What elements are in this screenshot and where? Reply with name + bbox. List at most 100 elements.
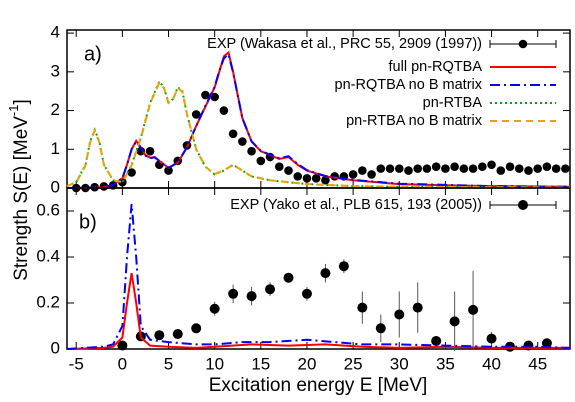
x-tick-label: 45 <box>528 354 547 373</box>
y-tick-label: 0 <box>51 177 60 196</box>
curve <box>66 272 570 350</box>
data-point <box>191 323 202 334</box>
data-point <box>172 329 183 340</box>
plot-frame <box>66 187 571 350</box>
data-point <box>247 146 256 156</box>
data-point <box>394 164 404 173</box>
data-point <box>449 316 460 327</box>
data-point <box>431 335 442 346</box>
data-point <box>459 164 469 173</box>
data-point <box>256 156 266 166</box>
panel-label: a) <box>84 43 102 65</box>
y-label-end: ] <box>11 99 32 104</box>
x-axis-label: Excitation energy E [MeV] <box>209 375 428 396</box>
legend-label: pn-RTBA <box>423 95 483 111</box>
data-point <box>367 170 376 179</box>
y-label-text: Strength S(E) [MeV <box>11 116 32 281</box>
y-tick-label: 0 <box>51 338 60 357</box>
data-point <box>358 166 367 175</box>
data-point <box>376 164 386 173</box>
data-point <box>321 175 330 185</box>
x-tick-label: 5 <box>164 354 173 373</box>
data-point <box>228 129 238 139</box>
y-tick-label: 2 <box>51 100 60 119</box>
data-point <box>348 170 358 179</box>
y-tick-label: 1 <box>51 139 60 158</box>
legend-label: EXP (Wakasa et al., PRC 55, 2909 (1997)) <box>207 36 482 52</box>
legend-sample <box>518 39 528 49</box>
data-point <box>412 302 423 313</box>
data-point <box>468 304 479 315</box>
data-point <box>338 261 349 272</box>
x-tick-label: 20 <box>298 354 317 373</box>
x-tick-label: 10 <box>205 354 224 373</box>
data-point <box>496 166 506 175</box>
y-tick-label: 0.2 <box>36 292 60 311</box>
legend-label: EXP (Yako et al., PLB 615, 193 (2005)) <box>230 197 482 213</box>
data-point <box>404 166 413 175</box>
data-point <box>541 338 552 349</box>
data-point <box>505 162 515 172</box>
y-tick-label: 0.4 <box>36 246 60 265</box>
data-point <box>450 162 459 172</box>
data-point <box>422 164 432 173</box>
data-point <box>302 174 312 183</box>
x-tick-label: 30 <box>390 354 409 373</box>
data-point <box>524 166 533 175</box>
x-tick-label: 35 <box>436 354 455 373</box>
panel-label: b) <box>79 211 97 233</box>
data-point <box>486 333 497 344</box>
data-point <box>210 92 219 102</box>
data-point <box>283 272 294 283</box>
data-point <box>441 164 450 173</box>
data-point <box>284 166 293 175</box>
curve <box>67 52 571 189</box>
y-tick-label: 4 <box>51 23 60 42</box>
data-point <box>320 268 331 279</box>
data-point <box>164 166 173 175</box>
curve <box>66 204 571 350</box>
data-point <box>357 302 368 313</box>
legend-sample <box>518 200 528 210</box>
data-point <box>301 288 312 299</box>
data-point <box>561 164 570 173</box>
y-tick-label: 0.6 <box>36 200 60 219</box>
data-point <box>191 110 201 119</box>
data-point <box>127 168 136 177</box>
legend-label: full pn-RQTBA <box>389 59 483 75</box>
data-point <box>478 162 487 172</box>
curve <box>66 80 571 189</box>
data-point <box>394 309 405 320</box>
data-point <box>311 174 321 183</box>
legend-label: pn-RTBA no B matrix <box>346 113 483 129</box>
data-point <box>201 90 210 100</box>
data-point <box>375 323 386 334</box>
data-point <box>542 162 552 172</box>
data-point <box>523 340 534 351</box>
data-point <box>228 288 239 299</box>
y-axis-label: Strength S(E) [MeV-1] <box>6 99 32 281</box>
data-point <box>533 164 542 173</box>
data-point <box>117 340 128 351</box>
data-point <box>487 160 496 170</box>
x-tick-label: 15 <box>251 354 270 373</box>
x-tick-label: 40 <box>482 354 501 373</box>
data-point <box>551 164 561 173</box>
data-point <box>274 162 284 172</box>
data-point <box>293 172 303 181</box>
legend-label: pn-RQTBA no B matrix <box>335 77 483 93</box>
curve <box>66 79 571 189</box>
x-tick-label: 0 <box>118 354 127 373</box>
x-tick-label: 25 <box>344 354 363 373</box>
data-point <box>385 164 395 173</box>
data-point <box>413 164 423 173</box>
data-point <box>265 284 276 295</box>
data-point <box>209 303 220 314</box>
data-point <box>145 146 155 156</box>
data-point <box>514 164 524 173</box>
data-point <box>431 162 441 172</box>
data-point <box>468 164 478 173</box>
y-label-sup: -1 <box>6 104 21 116</box>
y-tick-label: 3 <box>51 61 60 80</box>
